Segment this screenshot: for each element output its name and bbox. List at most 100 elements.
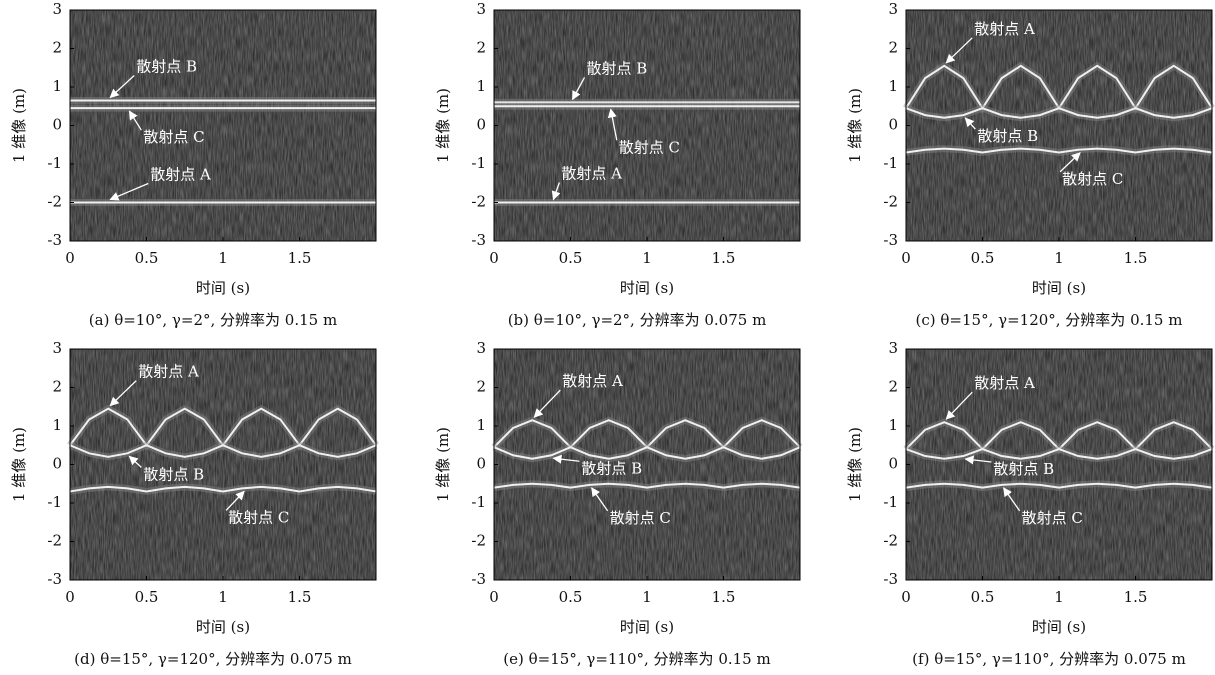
x-tick-label: 0.5: [559, 249, 583, 267]
caption: (d) θ=15°, γ=120°, 分辨率为 0.075 m: [74, 650, 352, 668]
annotation: 散射点 C: [143, 128, 204, 146]
annotation-arrow: [607, 108, 618, 141]
annotation: 散射点 A: [561, 165, 622, 183]
trace: [493, 446, 801, 460]
x-axis-label: 时间 (s): [196, 279, 250, 297]
annotation-arrow: [964, 455, 992, 465]
y-tick-label: 0: [888, 455, 898, 473]
annotation-arrow: [1059, 152, 1081, 173]
panel: 散射点 A 散射点 B 散射点 C -3 -2 -1 0 1 2 3 0 0.5 1 1.5 时间 (s) 1…: [434, 0, 801, 329]
annotation-arrow: [1003, 487, 1021, 512]
x-tick-label: 1.5: [288, 249, 312, 267]
y-axis-label: 1 维像 (m): [434, 427, 452, 502]
y-tick-label: 2: [476, 378, 486, 396]
y-tick-label: 2: [888, 39, 898, 57]
annotation-arrow: [945, 37, 973, 64]
y-tick-label: -2: [471, 532, 486, 550]
x-tick-label: 1: [218, 249, 228, 267]
y-tick-label: 2: [52, 39, 62, 57]
annotation-arrow: [533, 389, 561, 418]
annotation: 散射点 C: [619, 138, 680, 156]
x-tick-label: 0.5: [559, 588, 583, 606]
trace: [69, 444, 377, 458]
y-axis-label: 1 维像 (m): [10, 427, 28, 502]
y-tick-label: 1: [476, 416, 486, 434]
annotation-arrow: [552, 454, 580, 464]
y-tick-label: 1: [476, 77, 486, 95]
y-tick-label: 1: [52, 416, 62, 434]
annotation: 散射点 B: [587, 59, 648, 77]
annotation: 散射点 A: [974, 20, 1035, 38]
y-axis-label: 1 维像 (m): [846, 88, 864, 163]
y-tick-label: -1: [471, 154, 486, 172]
y-tick-label: -1: [883, 493, 898, 511]
y-tick-label: -2: [471, 193, 486, 211]
annotation: 散射点 B: [136, 57, 197, 75]
y-tick-label: -2: [883, 532, 898, 550]
x-tick-label: 0: [65, 588, 75, 606]
y-tick-label: 2: [476, 39, 486, 57]
annotation: 散射点 C: [1062, 170, 1123, 188]
y-tick-label: 0: [888, 116, 898, 134]
y-tick-label: 3: [476, 0, 486, 18]
y-axis-label: 1 维像 (m): [846, 427, 864, 502]
annotation-arrow: [109, 182, 149, 201]
x-tick-label: 0: [65, 249, 75, 267]
annotation: 散射点 C: [610, 509, 671, 527]
y-tick-label: -3: [471, 231, 486, 249]
y-tick-label: 2: [888, 378, 898, 396]
y-tick-label: 3: [888, 339, 898, 357]
caption: (a) θ=10°, γ=2°, 分辨率为 0.15 m: [89, 311, 337, 329]
y-tick-label: 0: [52, 455, 62, 473]
x-tick-label: 1.5: [1124, 588, 1148, 606]
annotation-arrow: [591, 487, 609, 512]
annotation: 散射点 A: [138, 363, 199, 381]
y-tick-label: 2: [52, 378, 62, 396]
plot-noise: [906, 10, 1212, 241]
y-tick-label: 0: [476, 455, 486, 473]
x-tick-label: 0: [489, 588, 499, 606]
annotation: 散射点 B: [581, 459, 642, 477]
annotation: 散射点 B: [977, 127, 1038, 145]
plot-noise: [494, 10, 800, 241]
y-tick-label: 1: [52, 77, 62, 95]
x-tick-label: 0.5: [135, 249, 159, 267]
y-tick-label: -1: [47, 154, 62, 172]
x-tick-label: 1.5: [712, 249, 736, 267]
panel: 散射点 A 散射点 B 散射点 C -3 -2 -1 0 1 2 3 0 0.5 1 1.5 时间 (s) 1…: [846, 339, 1215, 668]
y-tick-label: -3: [47, 570, 62, 588]
y-tick-label: 3: [476, 339, 486, 357]
annotation: 散射点 A: [150, 166, 211, 184]
x-axis-label: 时间 (s): [620, 279, 674, 297]
y-tick-label: -3: [47, 231, 62, 249]
x-axis-label: 时间 (s): [1032, 618, 1086, 636]
x-tick-label: 1: [642, 588, 652, 606]
x-tick-label: 1: [642, 249, 652, 267]
caption: (f) θ=15°, γ=110°, 分辨率为 0.075 m: [912, 650, 1186, 668]
annotation-arrow: [109, 380, 137, 407]
annotation-arrow: [109, 74, 135, 99]
annotation-arrow: [571, 77, 586, 101]
plot-noise: [70, 349, 376, 580]
y-tick-label: 0: [52, 116, 62, 134]
y-tick-label: 3: [52, 0, 62, 18]
y-tick-label: 3: [52, 339, 62, 357]
x-axis-label: 时间 (s): [620, 618, 674, 636]
trace: [493, 482, 801, 489]
y-tick-label: -3: [471, 570, 486, 588]
y-axis-label: 1 维像 (m): [10, 88, 28, 163]
caption: (e) θ=15°, γ=110°, 分辨率为 0.15 m: [503, 650, 770, 668]
caption: (b) θ=10°, γ=2°, 分辨率为 0.075 m: [508, 311, 767, 329]
x-tick-label: 1: [1054, 249, 1064, 267]
annotation: 散射点 C: [1022, 509, 1083, 527]
x-tick-label: 0.5: [971, 249, 995, 267]
x-axis-label: 时间 (s): [196, 618, 250, 636]
annotation-arrow: [128, 455, 142, 468]
x-tick-label: 0: [901, 588, 911, 606]
annotation: 散射点 C: [228, 508, 289, 526]
annotation-arrow: [225, 490, 245, 511]
annotation: 散射点 B: [143, 465, 204, 483]
x-tick-label: 0: [901, 249, 911, 267]
panel: 散射点 A 散射点 B 散射点 C -3 -2 -1 0 1 2 3 0 0.5 1 1.5 时间 (s) 1…: [10, 339, 379, 668]
annotation-arrow: [551, 182, 561, 201]
